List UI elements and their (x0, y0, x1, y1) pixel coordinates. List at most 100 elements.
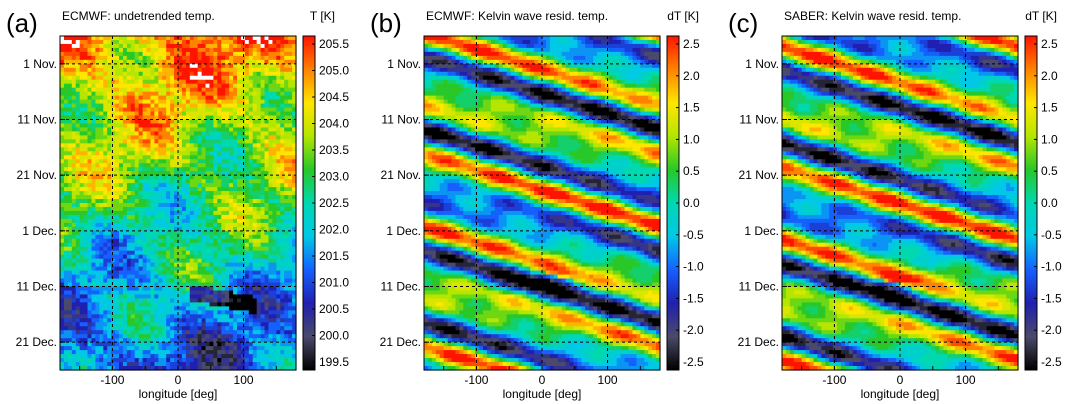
heatmap-cell (185, 55, 191, 61)
heatmap-cell (264, 302, 270, 307)
heatmap-cell (79, 262, 85, 268)
heatmap-cell (209, 83, 214, 89)
heatmap-cell (162, 278, 167, 284)
heatmap-cell (134, 75, 140, 81)
heatmap-cell (87, 274, 93, 280)
heatmap-cell (134, 286, 140, 292)
heatmap-cell (146, 286, 152, 292)
heatmap-cell (268, 294, 273, 300)
heatmap-cell (83, 358, 89, 363)
heatmap-cell (67, 214, 73, 220)
heatmap-cell (150, 338, 155, 343)
heatmap-cell (67, 270, 73, 276)
heatmap-cell (130, 362, 136, 367)
heatmap-cell (178, 226, 183, 232)
heatmap-cell (174, 43, 179, 49)
heatmap-cell (213, 123, 218, 129)
heatmap-cell (189, 63, 195, 69)
heatmap-cell (256, 222, 262, 228)
heatmap-cell (83, 362, 89, 367)
heatmap-cell (205, 71, 211, 77)
heatmap-cell (284, 55, 289, 61)
heatmap-cell (276, 258, 281, 264)
heatmap-cell (197, 346, 203, 351)
heatmap-cell (209, 230, 214, 236)
heatmap-cell (154, 326, 159, 331)
heatmap-cell (260, 91, 266, 97)
heatmap-cell (189, 155, 195, 160)
heatmap-cell (201, 139, 207, 144)
heatmap-cell (178, 206, 183, 212)
heatmap-cell (150, 203, 155, 208)
heatmap-cell (178, 286, 183, 292)
heatmap-cell (233, 151, 238, 156)
heatmap-cell (185, 43, 191, 49)
heatmap-cell (111, 342, 116, 347)
heatmap-cell (264, 95, 270, 101)
heatmap-cell (119, 310, 124, 315)
heatmap-cell (181, 206, 187, 212)
heatmap-cell (150, 354, 155, 359)
heatmap-cell (111, 183, 116, 188)
heatmap-cell (197, 79, 203, 85)
heatmap-cell (244, 262, 250, 268)
heatmap-cell (248, 346, 254, 351)
heatmap-cell (174, 306, 179, 311)
heatmap-cell (225, 254, 230, 260)
heatmap-cell (292, 262, 297, 268)
heatmap-cell (233, 171, 238, 176)
heatmap-cell (130, 346, 136, 351)
heatmap-cell (158, 318, 163, 323)
heatmap-cell (99, 83, 104, 89)
heatmap-cell (122, 103, 128, 109)
heatmap-cell (150, 191, 155, 196)
heatmap-cell (79, 131, 85, 137)
heatmap-cell (284, 310, 289, 315)
heatmap-cell (91, 91, 96, 97)
heatmap-cell (178, 318, 183, 323)
heatmap-cell (162, 246, 167, 252)
heatmap-cell (181, 107, 187, 113)
heatmap-cell (119, 266, 124, 272)
heatmap-cell (260, 143, 266, 148)
heatmap-cell (170, 59, 175, 65)
heatmap-cell (237, 131, 242, 137)
heatmap-cell (221, 350, 226, 355)
heatmap-cell (185, 47, 191, 53)
heatmap-cell (221, 210, 226, 216)
heatmap-cell (292, 103, 297, 109)
heatmap-cell (237, 195, 242, 200)
heatmap-cell (197, 206, 203, 212)
heatmap-cell (193, 111, 199, 117)
heatmap-cell (95, 99, 100, 105)
heatmap-cell (185, 115, 191, 121)
heatmap-cell (233, 47, 238, 53)
heatmap-cell (252, 127, 258, 133)
heatmap-cell (134, 210, 140, 216)
heatmap-cell (91, 262, 96, 268)
heatmap-cell (60, 210, 65, 216)
heatmap-cell (79, 346, 85, 351)
heatmap-cell (115, 143, 120, 148)
heatmap-cell (225, 195, 230, 200)
heatmap-cell (71, 262, 77, 268)
heatmap-cell (233, 354, 238, 359)
heatmap-cell (119, 298, 124, 304)
heatmap-cell (221, 171, 226, 176)
heatmap-cell (162, 115, 167, 121)
heatmap-cell (67, 75, 73, 81)
heatmap-cell (71, 75, 77, 81)
heatmap-cell (99, 187, 104, 192)
heatmap-cell (268, 350, 273, 355)
heatmap-cell (126, 266, 132, 272)
heatmap-cell (63, 334, 69, 339)
heatmap-cell (158, 206, 163, 212)
heatmap-cell (264, 67, 270, 73)
heatmap-cell (138, 322, 144, 327)
heatmap-cell (71, 39, 77, 45)
heatmap-cell (119, 238, 124, 244)
heatmap-cell (150, 167, 155, 172)
heatmap-cell (209, 338, 214, 343)
heatmap-cell (205, 139, 211, 144)
heatmap-cell (225, 99, 230, 105)
